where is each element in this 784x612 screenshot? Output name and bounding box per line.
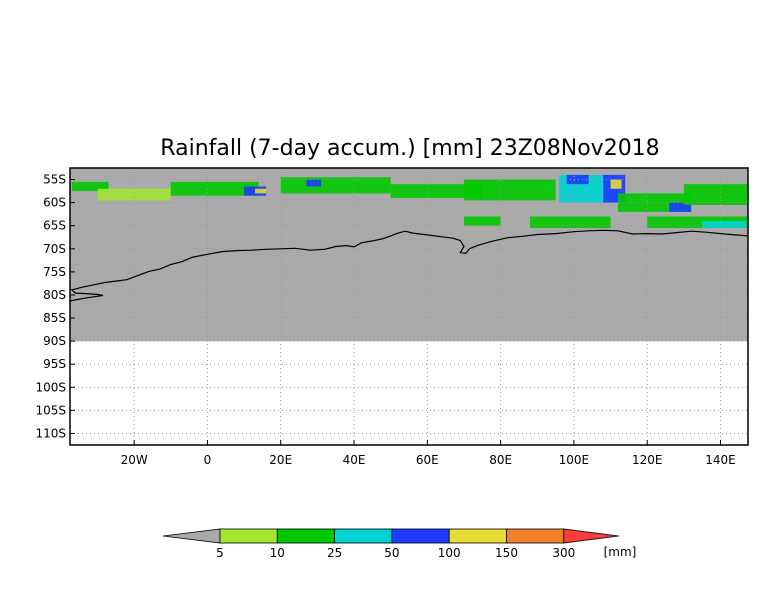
lat-tick-label: 65S bbox=[43, 219, 66, 233]
lon-tick-label: 60E bbox=[416, 453, 439, 467]
colorbar-label: 150 bbox=[495, 546, 518, 560]
lat-tick-label: 60S bbox=[43, 196, 66, 210]
lat-tick-label: 55S bbox=[43, 173, 66, 187]
lon-tick-label: 80E bbox=[489, 453, 512, 467]
rainfall-cell bbox=[306, 179, 322, 187]
colorbar-under-arrow bbox=[162, 528, 221, 544]
plot-frame bbox=[69, 167, 749, 446]
rainfall-cell bbox=[390, 184, 483, 199]
rainfall-cell bbox=[647, 216, 748, 229]
lon-tick-label: 140E bbox=[705, 453, 736, 467]
lat-tick-label: 105S bbox=[35, 403, 66, 417]
lat-tick-label: 85S bbox=[43, 311, 66, 325]
rainfall-cell bbox=[255, 188, 267, 194]
rainfall-cell bbox=[463, 179, 556, 201]
colorbar-unit: [mm] bbox=[604, 545, 637, 559]
colorbar-segment bbox=[334, 528, 393, 544]
axis-labels: 55S 60S 65S 70S 75S 80S 85S 90S 95S 100S 105S 110S 2… bbox=[35, 173, 735, 467]
rainfall-cell bbox=[566, 174, 589, 185]
colorbar-segment bbox=[448, 528, 507, 544]
rainfall-cell bbox=[463, 216, 501, 226]
colorbar-label: 50 bbox=[384, 546, 399, 560]
colorbar-legend: 5 10 25 50 100 150 300 [mm] bbox=[162, 528, 637, 560]
lon-tick-label: 100E bbox=[559, 453, 590, 467]
lon-tick-label: 20W bbox=[121, 453, 148, 467]
colorbar-over-arrow bbox=[563, 528, 619, 544]
lon-tick-label: 120E bbox=[632, 453, 663, 467]
colorbar-label: 100 bbox=[438, 546, 461, 560]
colorbar-segment bbox=[219, 528, 278, 544]
rainfall-cell bbox=[71, 181, 109, 192]
colorbar-segment bbox=[391, 528, 450, 544]
rainfall-cells bbox=[71, 174, 748, 229]
colorbar-segment bbox=[506, 528, 565, 544]
plot-area bbox=[69, 167, 749, 446]
lat-tick-label: 90S bbox=[43, 334, 66, 348]
lon-tick-label: 0 bbox=[204, 453, 212, 467]
lat-tick-label: 110S bbox=[35, 426, 66, 440]
rainfall-cell bbox=[702, 221, 747, 229]
colorbar-label: 10 bbox=[270, 546, 285, 560]
rainfall-cell bbox=[610, 179, 622, 189]
lat-tick-label: 95S bbox=[43, 357, 66, 371]
antarctic-coastline bbox=[69, 229, 749, 302]
lat-tick-label: 80S bbox=[43, 288, 66, 302]
colorbar-label: 25 bbox=[327, 546, 342, 560]
lat-tick-label: 75S bbox=[43, 265, 66, 279]
rainfall-cell bbox=[529, 216, 611, 229]
lon-tick-label: 20E bbox=[269, 453, 292, 467]
colorbar-segment bbox=[276, 528, 335, 544]
rainfall-cell bbox=[669, 202, 692, 212]
map-title: Rainfall (7-day accum.) [mm] 23Z08Nov201… bbox=[160, 136, 659, 161]
rainfall-cell bbox=[170, 181, 259, 196]
lat-tick-label: 70S bbox=[43, 242, 66, 256]
colorbar-label: 300 bbox=[552, 546, 575, 560]
lon-tick-label: 40E bbox=[343, 453, 366, 467]
rainfall-cell bbox=[97, 188, 171, 201]
rainfall-cell bbox=[683, 184, 748, 205]
lat-tick-label: 100S bbox=[35, 380, 66, 394]
colorbar-label: 5 bbox=[216, 546, 224, 560]
grid-lines bbox=[70, 168, 748, 445]
